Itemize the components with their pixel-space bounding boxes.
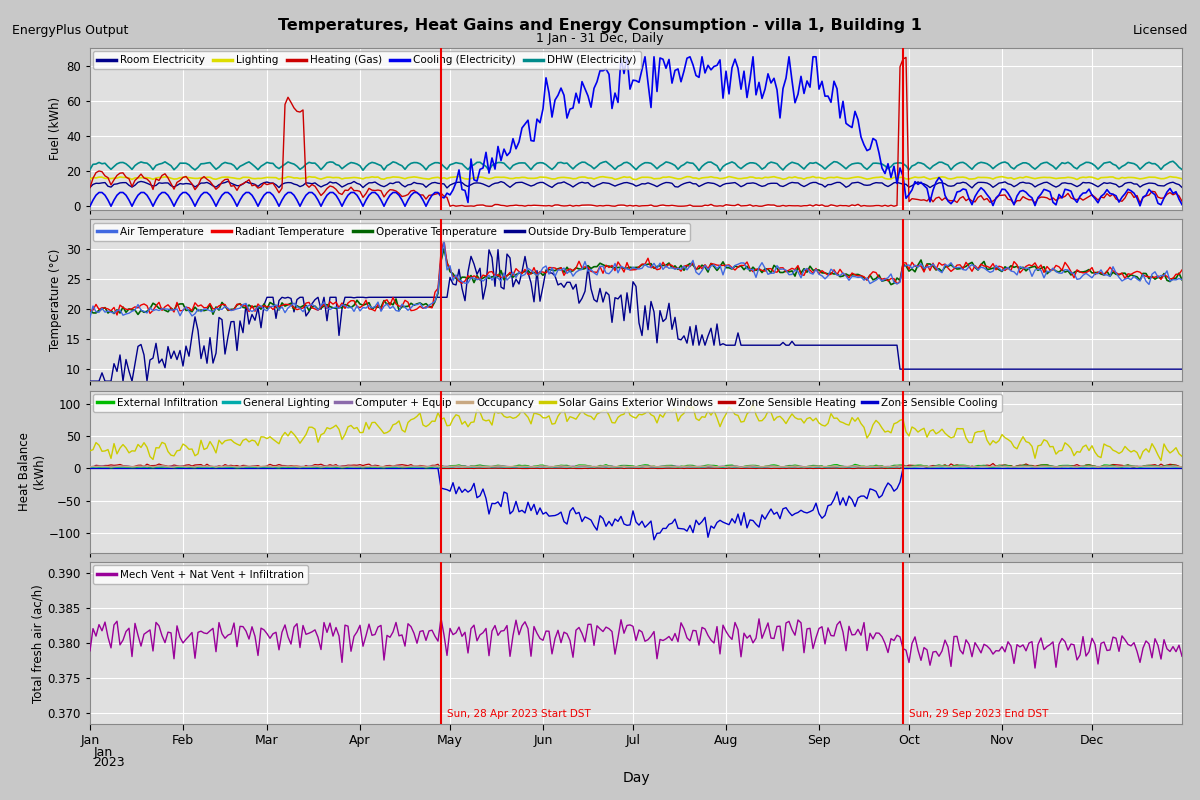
Text: Licensed: Licensed <box>1133 24 1188 37</box>
Y-axis label: Fuel (kWh): Fuel (kWh) <box>49 98 62 161</box>
Y-axis label: Temperature (°C): Temperature (°C) <box>49 249 62 351</box>
Text: 1 Jan - 31 Dec, Daily: 1 Jan - 31 Dec, Daily <box>536 32 664 45</box>
Text: EnergyPlus Output: EnergyPlus Output <box>12 24 128 37</box>
Text: Sun, 29 Sep 2023 End DST: Sun, 29 Sep 2023 End DST <box>910 709 1049 719</box>
Y-axis label: Total fresh air (ac/h): Total fresh air (ac/h) <box>32 584 44 702</box>
Text: Jan: Jan <box>94 746 113 759</box>
Text: Sun, 28 Apr 2023 Start DST: Sun, 28 Apr 2023 Start DST <box>448 709 590 719</box>
Y-axis label: Heat Balance
(kWh): Heat Balance (kWh) <box>18 432 46 511</box>
Text: Temperatures, Heat Gains and Energy Consumption - villa 1, Building 1: Temperatures, Heat Gains and Energy Cons… <box>278 18 922 33</box>
Legend: Room Electricity, Lighting, Heating (Gas), Cooling (Electricity), DHW (Electrici: Room Electricity, Lighting, Heating (Gas… <box>94 51 641 70</box>
Legend: External Infiltration, General Lighting, Computer + Equip, Occupancy, Solar Gain: External Infiltration, General Lighting,… <box>94 394 1002 412</box>
Text: 2023: 2023 <box>94 755 125 769</box>
Legend: Mech Vent + Nat Vent + Infiltration: Mech Vent + Nat Vent + Infiltration <box>94 566 308 584</box>
Legend: Air Temperature, Radiant Temperature, Operative Temperature, Outside Dry-Bulb Te: Air Temperature, Radiant Temperature, Op… <box>94 222 690 241</box>
Text: Day: Day <box>622 771 650 786</box>
